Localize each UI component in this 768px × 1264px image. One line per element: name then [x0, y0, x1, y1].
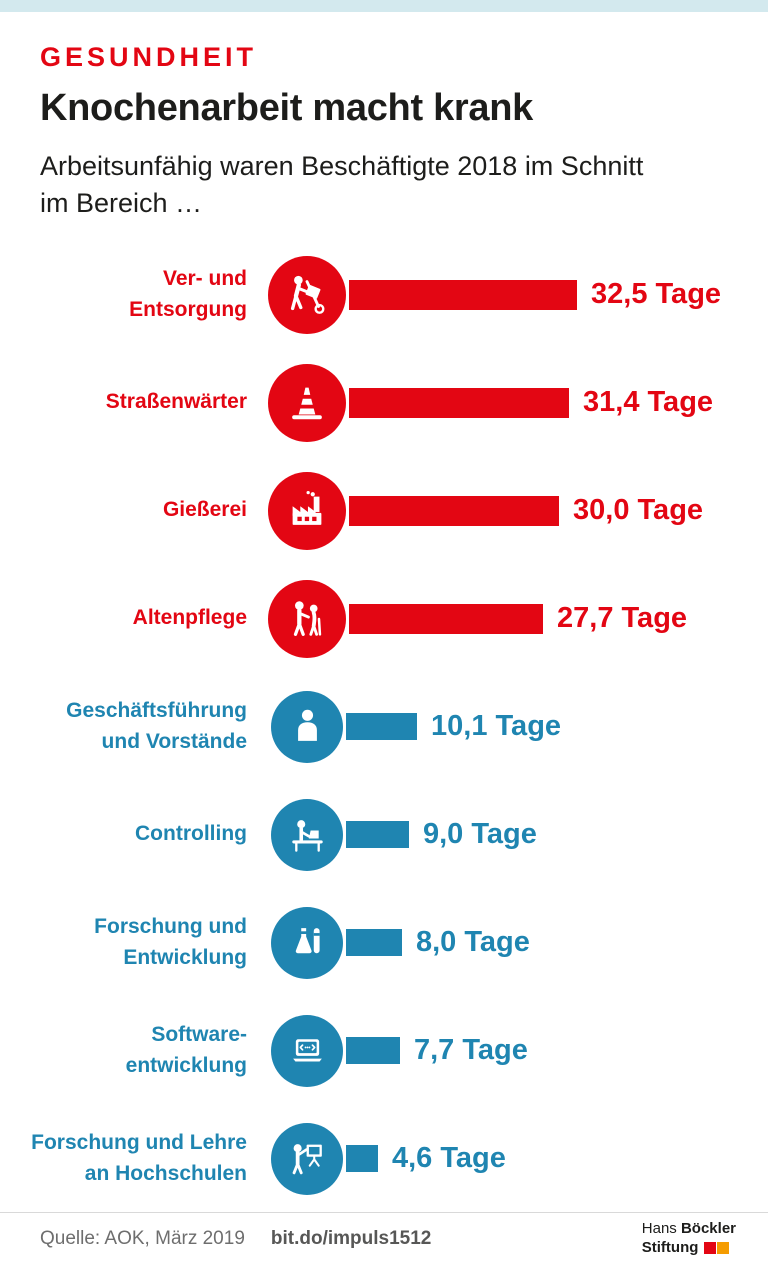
lab-flasks-icon [271, 906, 343, 979]
bar [346, 1145, 378, 1172]
chart-row: Forschung und Entwicklung 8,0 Tage [0, 889, 768, 997]
bar [346, 929, 402, 956]
logo-square-red [704, 1241, 717, 1254]
chart-row: Ver- und Entsorgung 32,5 Tage [0, 241, 768, 349]
bar [349, 603, 543, 634]
bar [349, 387, 569, 418]
row-label: Software- entwicklung [125, 1023, 247, 1077]
logo-line-1: Hans Böckler [641, 1219, 736, 1237]
chart-row: Straßenwärter 31,4 Tage [0, 349, 768, 457]
chart-row: Forschung und Lehre an Hochschulen 4,6 T… [0, 1105, 768, 1213]
bar [349, 279, 577, 310]
footer: Quelle: AOK, März 2019 bit.do/impuls1512… [0, 1212, 768, 1264]
chart-row: Controlling 9,0 Tage [0, 781, 768, 889]
value-label: 31,4 Tage [583, 386, 714, 418]
row-label: Controlling [135, 822, 247, 846]
row-label: Straßenwärter [105, 390, 247, 414]
traffic-cone-icon [268, 363, 346, 442]
bar [346, 821, 409, 848]
laptop-code-icon [271, 1014, 343, 1087]
header: GESUNDHEIT Knochenarbeit macht krank Arb… [0, 12, 768, 223]
value-label: 4,6 Tage [392, 1142, 506, 1174]
logo-square-orange [717, 1241, 730, 1254]
subtitle: Arbeitsunfähig waren Beschäftigte 2018 i… [40, 151, 644, 219]
row-label: Forschung und Lehre an Hochschulen [31, 1131, 247, 1185]
row-label: Ver- und Entsorgung [129, 267, 247, 321]
impuls-link: bit.do/impuls1512 [270, 1227, 432, 1249]
chart-row: Gießerei 30,0 Tage [0, 457, 768, 565]
factory-icon [268, 471, 346, 550]
teacher-board-icon [271, 1122, 343, 1195]
desk-worker-icon [271, 798, 343, 871]
hbs-logo: Hans Böckler Stiftung [642, 1220, 736, 1258]
value-label: 9,0 Tage [423, 818, 537, 850]
value-label: 30,0 Tage [573, 494, 704, 526]
chart-row: Software- entwicklung 7,7 Tage [0, 997, 768, 1105]
row-label: Gießerei [162, 498, 247, 522]
row-label: Geschäftsführung und Vorstände [66, 699, 247, 753]
bar-chart: Ver- und Entsorgung 32,5 Tage Straßenwär… [0, 241, 768, 1213]
logo-line-2: Stiftung [642, 1239, 736, 1258]
kicker: GESUNDHEIT [40, 42, 258, 72]
bar [349, 495, 559, 526]
chart-row: Altenpflege 27,7 Tage [0, 565, 768, 673]
hand-truck-worker-icon [268, 255, 346, 334]
businessperson-icon [271, 690, 343, 763]
bar [346, 713, 417, 740]
page-title: Knochenarbeit macht krank [40, 87, 533, 129]
value-label: 27,7 Tage [557, 602, 688, 634]
top-accent-strip [0, 0, 768, 12]
value-label: 8,0 Tage [416, 926, 530, 958]
row-label: Altenpflege [132, 606, 247, 630]
row-label: Forschung und Entwicklung [94, 915, 247, 969]
chart-row: Geschäftsführung und Vorstände 10,1 Tage [0, 673, 768, 781]
bar [346, 1037, 400, 1064]
elder-care-icon [268, 579, 346, 658]
source-text: Quelle: AOK, März 2019 [40, 1227, 245, 1249]
value-label: 32,5 Tage [591, 278, 722, 310]
value-label: 7,7 Tage [414, 1034, 528, 1066]
value-label: 10,1 Tage [431, 710, 562, 742]
logo-squares [704, 1241, 730, 1254]
